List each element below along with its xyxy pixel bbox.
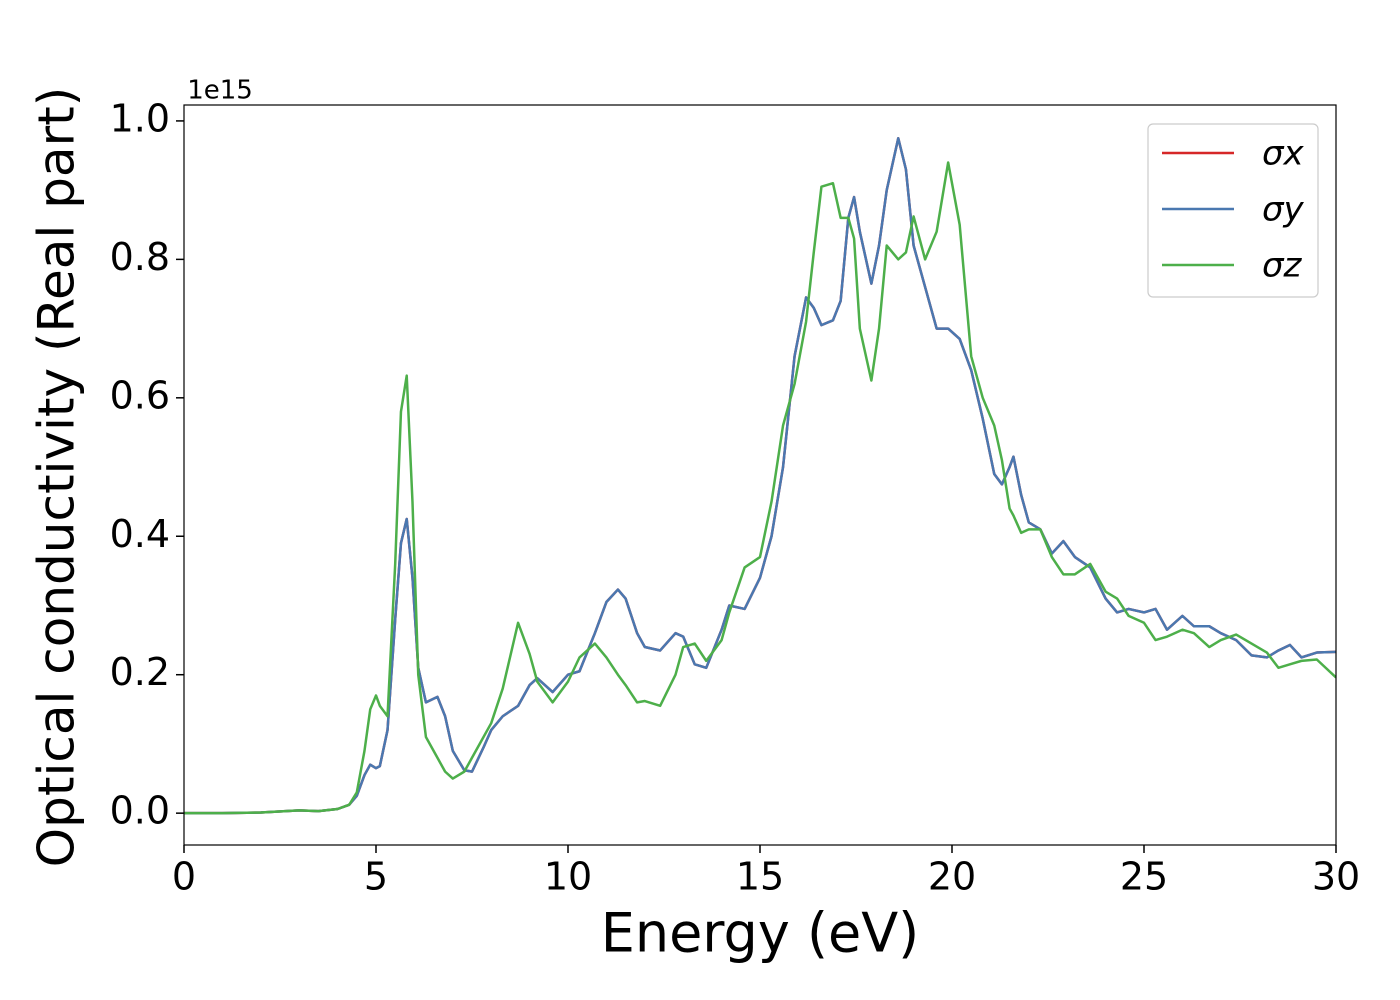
x-tick-label: 25 (1120, 855, 1168, 899)
y-tick-label: 0.8 (110, 235, 170, 279)
x-tick-label: 0 (172, 855, 196, 899)
legend-box (1147, 123, 1319, 298)
line-series (184, 161, 1336, 815)
legend-label: σz (1262, 246, 1303, 286)
y-axis-label: Optical conductivity (Real part) (28, 87, 86, 868)
x-tick-label: 20 (928, 855, 976, 899)
y-tick-label: 0.0 (110, 789, 170, 833)
x-tick-label: 10 (544, 855, 592, 899)
x-tick-label: 30 (1312, 855, 1360, 899)
legend-label: σy (1262, 190, 1305, 230)
plot-frame (183, 104, 1337, 846)
y-offset-label: 1e15 (187, 76, 253, 106)
y-tick-label: 0.4 (110, 512, 170, 556)
x-tick-label: 5 (364, 855, 388, 899)
y-tick-label: 0.2 (110, 650, 170, 694)
y-tick-label: 0.6 (110, 373, 170, 417)
y-tick-label: 1.0 (110, 96, 170, 140)
x-tick-label: 15 (736, 855, 784, 899)
x-axis-label: Energy (eV) (601, 902, 920, 965)
legend-label: σx (1262, 134, 1305, 174)
